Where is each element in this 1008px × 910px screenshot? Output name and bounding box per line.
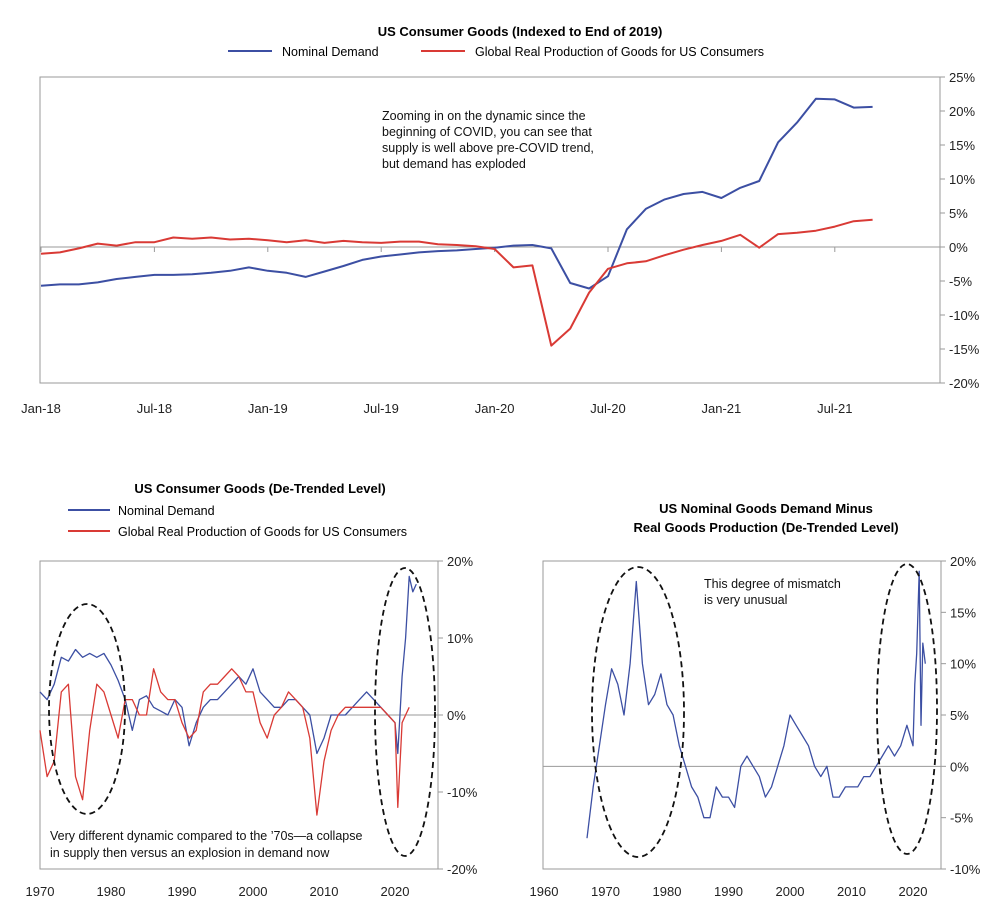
x-tick-label: Jul-18	[137, 401, 172, 416]
y-tick-label: 25%	[949, 70, 975, 85]
x-tick-label: 1980	[97, 884, 126, 899]
top-plot-frame	[39, 76, 941, 384]
bl-1970s-highlight-ellipse	[48, 603, 126, 815]
y-tick-label: 0%	[949, 240, 968, 255]
bl-legend-production-label: Global Real Production of Goods for US C…	[118, 525, 407, 539]
bottom-right-title-line-1: US Nominal Goods Demand Minus	[659, 501, 873, 516]
series-line-nominal-demand	[39, 575, 417, 755]
top-y-axis: 25% 20% 15% 10% 5% 0% -5% -10% -15% -20%	[40, 70, 980, 391]
y-tick-label: 5%	[950, 708, 969, 723]
br-annotation-line-1: This degree of mismatch	[704, 577, 841, 591]
bottom-left-chart: US Consumer Goods (De-Trended Level) Nom…	[26, 481, 478, 899]
series-line-real-production	[39, 668, 410, 816]
top-annotation-line-3: supply is well above pre-COVID trend,	[382, 141, 594, 155]
bottom-left-x-axis: 1970 1980 1990 2000 2010 2020	[26, 884, 410, 899]
x-tick-label: Jul-20	[590, 401, 625, 416]
bottom-right-plot-frame	[542, 560, 942, 870]
top-annotation: Zooming in on the dynamic since the begi…	[382, 109, 594, 171]
x-tick-label: 2000	[776, 884, 805, 899]
y-tick-label: 10%	[447, 631, 473, 646]
x-tick-label: 2000	[239, 884, 268, 899]
x-tick-label: 1990	[714, 884, 743, 899]
bottom-left-title: US Consumer Goods (De-Trended Level)	[134, 481, 385, 496]
y-tick-label: 15%	[949, 138, 975, 153]
bl-legend-nominal-label: Nominal Demand	[118, 504, 215, 518]
bl-2020s-highlight-ellipse	[374, 567, 436, 857]
legend-production-label: Global Real Production of Goods for US C…	[475, 45, 764, 59]
bottom-right-series	[586, 570, 926, 839]
bottom-right-chart: US Nominal Goods Demand Minus Real Goods…	[530, 501, 981, 899]
x-tick-label: 1970	[26, 884, 55, 899]
top-legend: Nominal Demand Global Real Production of…	[228, 45, 764, 59]
y-tick-label: 10%	[949, 172, 975, 187]
y-tick-label: 20%	[447, 554, 473, 569]
y-tick-label: -10%	[949, 308, 980, 323]
x-tick-label: Jan-18	[21, 401, 61, 416]
x-tick-label: Jul-19	[363, 401, 398, 416]
y-tick-label: -5%	[949, 274, 973, 289]
series-line-nominal-demand	[40, 97, 873, 290]
bottom-left-legend: Nominal Demand Global Real Production of…	[68, 504, 407, 539]
top-annotation-line-2: beginning of COVID, you can see that	[382, 125, 592, 139]
x-tick-label: 2010	[837, 884, 866, 899]
top-annotation-line-4: but demand has exploded	[382, 157, 526, 171]
y-tick-label: 10%	[950, 657, 976, 672]
y-tick-label: 15%	[950, 605, 976, 620]
x-tick-label: 2010	[310, 884, 339, 899]
bl-annotation-line-2: in supply then versus an explosion in de…	[50, 846, 330, 860]
y-tick-label: 20%	[950, 554, 976, 569]
y-tick-label: -10%	[950, 862, 981, 877]
series-line-nominal-demand	[586, 570, 926, 839]
x-tick-label: 1980	[653, 884, 682, 899]
x-tick-label: Jan-20	[475, 401, 515, 416]
top-chart: US Consumer Goods (Indexed to End of 201…	[21, 24, 980, 416]
y-tick-label: 0%	[447, 708, 466, 723]
y-tick-label: 20%	[949, 104, 975, 119]
bottom-left-series	[39, 575, 417, 816]
legend-nominal-label: Nominal Demand	[282, 45, 379, 59]
br-2020s-highlight-ellipse	[876, 563, 938, 855]
x-tick-label: 1960	[530, 884, 559, 899]
br-annotation-line-2: is very unusual	[704, 593, 787, 607]
y-tick-label: 5%	[949, 206, 968, 221]
series-line-real-production	[40, 218, 873, 347]
bottom-right-y-axis: 20% 15% 10% 5% 0% -5% -10%	[543, 554, 981, 877]
x-tick-label: Jul-21	[817, 401, 852, 416]
y-tick-label: -15%	[949, 342, 980, 357]
y-tick-label: -20%	[949, 376, 980, 391]
x-tick-label: Jan-21	[702, 401, 742, 416]
top-chart-title: US Consumer Goods (Indexed to End of 201…	[378, 24, 663, 39]
bottom-left-y-axis: 20% 10% 0% -10% -20%	[40, 554, 478, 877]
top-x-axis: Jan-18 Jul-18 Jan-19 Jul-19 Jan-20 Jul-20 Jan-…	[21, 247, 853, 416]
y-tick-label: -10%	[447, 785, 478, 800]
bottom-right-x-axis: 1960 1970 1980 1990 2000 2010 2020	[530, 884, 928, 899]
x-tick-label: 1970	[591, 884, 620, 899]
y-tick-label: -20%	[447, 862, 478, 877]
top-series	[40, 97, 873, 347]
bottom-right-title-line-2: Real Goods Production (De-Trended Level)	[633, 520, 898, 535]
y-tick-label: 0%	[950, 759, 969, 774]
x-tick-label: Jan-19	[248, 401, 288, 416]
y-tick-label: -5%	[950, 811, 974, 826]
top-annotation-line-1: Zooming in on the dynamic since the	[382, 109, 586, 123]
br-1970s-highlight-ellipse	[591, 566, 685, 858]
x-tick-label: 2020	[899, 884, 928, 899]
x-tick-label: 2020	[381, 884, 410, 899]
bl-annotation-line-1: Very different dynamic compared to the ’…	[50, 829, 362, 843]
x-tick-label: 1990	[168, 884, 197, 899]
